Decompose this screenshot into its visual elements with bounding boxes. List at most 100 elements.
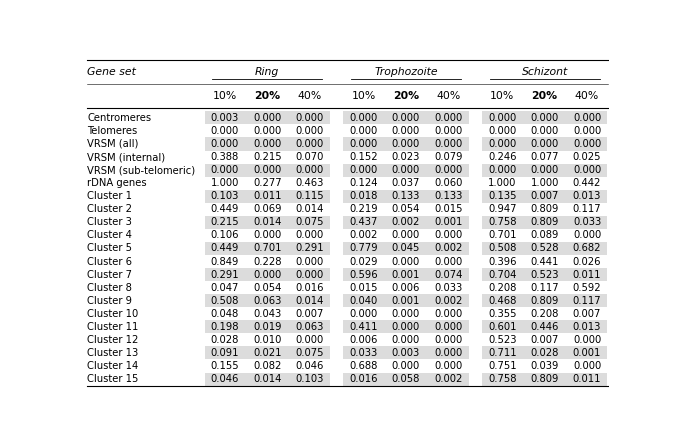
Text: 0.014: 0.014	[295, 204, 324, 214]
Text: 0.000: 0.000	[488, 165, 517, 175]
Text: 40%: 40%	[298, 91, 322, 101]
Text: 0.000: 0.000	[392, 335, 420, 345]
Text: 0.000: 0.000	[434, 165, 462, 175]
Text: 0.000: 0.000	[392, 230, 420, 240]
Text: 0.014: 0.014	[295, 296, 324, 305]
Text: Cluster 15: Cluster 15	[87, 374, 139, 384]
Bar	[482, 320, 607, 333]
Text: 0.000: 0.000	[392, 361, 420, 371]
Text: 0.000: 0.000	[573, 165, 601, 175]
Text: 0.021: 0.021	[253, 348, 282, 358]
Text: 0.000: 0.000	[296, 257, 324, 267]
Text: 0.007: 0.007	[531, 335, 559, 345]
Text: Cluster 12: Cluster 12	[87, 335, 139, 345]
Text: 0.133: 0.133	[434, 191, 462, 201]
Text: 0.523: 0.523	[488, 335, 517, 345]
Text: 0.007: 0.007	[573, 309, 601, 319]
Text: 0.063: 0.063	[295, 322, 324, 332]
Text: 0.039: 0.039	[531, 361, 559, 371]
Text: 0.079: 0.079	[434, 152, 462, 162]
Text: 0.069: 0.069	[253, 204, 282, 214]
Text: 0.000: 0.000	[296, 335, 324, 345]
Bar	[343, 242, 468, 255]
Text: 0.002: 0.002	[434, 243, 462, 253]
Text: 20%: 20%	[531, 91, 558, 101]
Bar	[482, 242, 607, 255]
Text: 0.219: 0.219	[349, 204, 378, 214]
Text: Trophozoite: Trophozoite	[374, 67, 438, 77]
Text: 0.809: 0.809	[531, 217, 559, 227]
Text: 20%: 20%	[393, 91, 419, 101]
Text: 0.355: 0.355	[488, 309, 517, 319]
Text: Cluster 13: Cluster 13	[87, 348, 139, 358]
Text: 0.000: 0.000	[488, 126, 517, 136]
Text: 0.033: 0.033	[434, 283, 462, 293]
Text: 0.001: 0.001	[573, 348, 601, 358]
Text: 10%: 10%	[351, 91, 376, 101]
Text: 0.000: 0.000	[488, 139, 517, 149]
Text: 0.000: 0.000	[349, 165, 378, 175]
Text: Cluster 2: Cluster 2	[87, 204, 132, 214]
Text: Ring: Ring	[255, 67, 280, 77]
Text: 0.441: 0.441	[531, 257, 559, 267]
Bar	[343, 347, 468, 360]
Text: 0.437: 0.437	[349, 217, 378, 227]
Text: 0.019: 0.019	[253, 322, 282, 332]
Text: 0.751: 0.751	[488, 361, 517, 371]
Text: 0.468: 0.468	[488, 296, 517, 305]
Text: 0.228: 0.228	[253, 257, 282, 267]
Text: 0.013: 0.013	[573, 322, 601, 332]
Text: 0.011: 0.011	[573, 374, 601, 384]
Text: Cluster 5: Cluster 5	[87, 243, 132, 253]
Text: 0.000: 0.000	[253, 126, 282, 136]
Bar	[204, 111, 330, 125]
Text: 0.000: 0.000	[296, 139, 324, 149]
Text: 0.002: 0.002	[434, 296, 462, 305]
Text: 0.000: 0.000	[392, 322, 420, 332]
Text: 0.449: 0.449	[211, 204, 239, 214]
Text: 0.026: 0.026	[573, 257, 601, 267]
Text: 0.291: 0.291	[211, 270, 239, 280]
Text: 0.704: 0.704	[488, 270, 517, 280]
Text: 0.060: 0.060	[434, 178, 462, 188]
Text: 0.006: 0.006	[392, 283, 420, 293]
Text: 0.000: 0.000	[211, 165, 239, 175]
Text: 0.074: 0.074	[434, 270, 462, 280]
Text: 0.015: 0.015	[349, 283, 378, 293]
Text: VRSM (all): VRSM (all)	[87, 139, 139, 149]
Text: 0.215: 0.215	[211, 217, 239, 227]
Text: 40%: 40%	[436, 91, 460, 101]
Text: 0.133: 0.133	[392, 191, 420, 201]
Text: 0.001: 0.001	[434, 217, 462, 227]
Text: 0.011: 0.011	[253, 191, 282, 201]
Text: 20%: 20%	[255, 91, 280, 101]
Text: 0.152: 0.152	[349, 152, 378, 162]
Text: VRSM (sub-telomeric): VRSM (sub-telomeric)	[87, 165, 196, 175]
Text: 0.000: 0.000	[253, 113, 282, 123]
Text: 1.000: 1.000	[488, 178, 517, 188]
Text: 0.016: 0.016	[295, 283, 324, 293]
Text: 0.106: 0.106	[211, 230, 239, 240]
Text: 0.000: 0.000	[349, 139, 378, 149]
Text: Cluster 11: Cluster 11	[87, 322, 139, 332]
Text: 10%: 10%	[490, 91, 515, 101]
Text: 0.028: 0.028	[211, 335, 239, 345]
Text: 0.508: 0.508	[211, 296, 239, 305]
Text: 0.215: 0.215	[253, 152, 282, 162]
Text: 0.040: 0.040	[349, 296, 378, 305]
Text: 0.000: 0.000	[434, 335, 462, 345]
Text: 0.000: 0.000	[573, 335, 601, 345]
Text: 0.000: 0.000	[392, 113, 420, 123]
Bar	[482, 216, 607, 229]
Text: 0.596: 0.596	[349, 270, 378, 280]
Text: 40%: 40%	[575, 91, 599, 101]
Text: 0.208: 0.208	[488, 283, 517, 293]
Text: 0.033: 0.033	[349, 348, 378, 358]
Text: 0.075: 0.075	[295, 217, 324, 227]
Text: 0.155: 0.155	[211, 361, 239, 371]
Text: 0.082: 0.082	[253, 361, 282, 371]
Bar	[204, 242, 330, 255]
Text: 0.115: 0.115	[295, 191, 324, 201]
Text: 0.006: 0.006	[349, 335, 378, 345]
Text: Cluster 6: Cluster 6	[87, 257, 132, 267]
